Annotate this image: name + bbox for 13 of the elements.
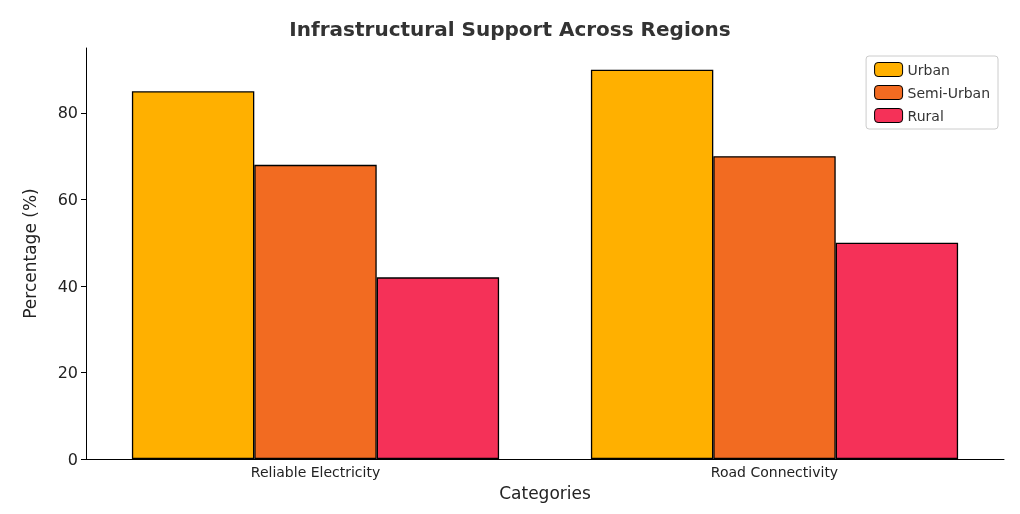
legend-label: Urban <box>907 61 950 78</box>
y-tick-label: 40 <box>57 276 78 296</box>
x-tick-label: Reliable Electricity <box>250 464 381 481</box>
chart-title: Infrastructural Support Across Regions <box>289 17 731 41</box>
y-tick-label: 0 <box>67 449 78 469</box>
y-tick-label: 60 <box>57 189 78 209</box>
legend-label: Rural <box>907 107 944 124</box>
x-tick-label: Road Connectivity <box>710 464 839 481</box>
y-tick-label: 80 <box>57 103 78 123</box>
legend-label: Semi-Urban <box>907 84 990 101</box>
x-axis-title: Categories <box>499 482 591 503</box>
y-axis-title: Percentage (%) <box>19 188 40 319</box>
y-tick-label: 20 <box>57 363 78 383</box>
